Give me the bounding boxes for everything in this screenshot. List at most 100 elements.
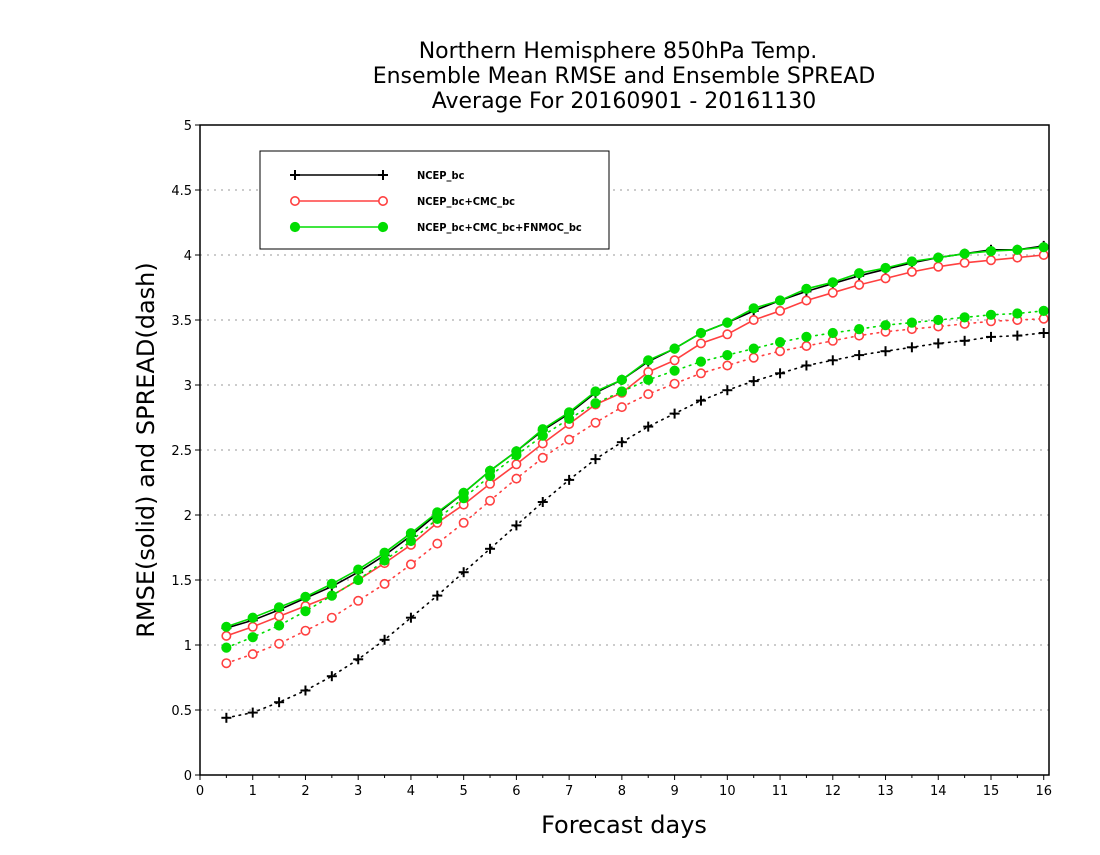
data-point xyxy=(748,343,759,354)
spread-line xyxy=(225,332,1045,719)
data-point xyxy=(695,356,707,367)
y-tick-label: 1 xyxy=(184,639,192,654)
data-point xyxy=(247,649,258,660)
data-point xyxy=(221,621,232,632)
data-point xyxy=(1012,308,1023,319)
y-tick-label: 4 xyxy=(184,249,192,264)
data-point xyxy=(326,671,337,682)
x-tick-label: 14 xyxy=(930,784,947,799)
data-point xyxy=(484,470,496,482)
chart-title-line-2: Ensemble Mean RMSE and Ensemble SPREAD xyxy=(373,64,876,89)
data-point xyxy=(511,520,522,531)
data-point xyxy=(880,262,891,274)
data-point xyxy=(300,685,311,696)
data-point xyxy=(985,246,997,257)
data-point xyxy=(353,574,364,586)
legend-label: NCEP_bc+CMC_bc+FNMOC_bc xyxy=(417,221,582,234)
data-point xyxy=(274,638,285,649)
data-point xyxy=(300,606,311,617)
data-point xyxy=(405,612,416,623)
data-point xyxy=(959,257,970,268)
data-point xyxy=(300,591,311,603)
legend-label: NCEP_bc xyxy=(417,169,465,182)
data-point xyxy=(405,559,416,570)
data-point xyxy=(880,346,891,357)
x-tick-label: 7 xyxy=(565,784,573,799)
legend: NCEP_bc NCEP_bc+CMC_bc NCEP_bc+CMC_bc+FNMO… xyxy=(259,150,610,250)
data-point xyxy=(827,327,838,339)
x-axis: 0 1 2 3 4 5 6 7 8 9 10 11 12 13 14 15 16 xyxy=(196,775,1052,799)
spread-line xyxy=(225,310,1045,649)
data-point xyxy=(643,389,654,400)
data-point xyxy=(377,221,389,233)
data-point xyxy=(695,327,707,339)
data-point xyxy=(722,385,733,396)
data-point xyxy=(827,277,838,288)
y-tick-label: 0 xyxy=(184,769,192,784)
data-point xyxy=(669,343,680,354)
data-point xyxy=(643,355,654,366)
data-point xyxy=(722,317,733,328)
data-point xyxy=(801,331,812,342)
data-point xyxy=(379,555,390,566)
y-tick-label: 1.5 xyxy=(171,574,192,589)
x-tick-label: 15 xyxy=(983,784,1000,799)
legend-box xyxy=(259,150,610,250)
x-tick-label: 11 xyxy=(772,784,789,799)
data-point xyxy=(432,590,443,601)
y-tick-label: 3.5 xyxy=(171,314,192,329)
data-point xyxy=(289,196,300,207)
y-tick-label: 2.5 xyxy=(171,444,192,459)
data-point xyxy=(880,273,891,284)
data-point xyxy=(748,303,759,314)
x-tick-label: 8 xyxy=(618,784,626,799)
data-point xyxy=(801,295,812,306)
data-point xyxy=(906,342,917,353)
x-tick-label: 13 xyxy=(877,784,894,799)
data-point xyxy=(273,620,285,631)
data-point xyxy=(326,612,337,623)
data-point xyxy=(273,602,285,613)
data-point xyxy=(854,324,865,335)
y-tick-label: 0.5 xyxy=(171,704,192,719)
y-tick-label: 2 xyxy=(184,509,192,524)
data-point xyxy=(933,252,944,263)
data-point xyxy=(616,437,627,448)
data-point xyxy=(748,352,759,363)
x-tick-label: 4 xyxy=(407,784,415,799)
data-point xyxy=(854,350,865,361)
data-point xyxy=(880,320,891,331)
data-point xyxy=(959,312,970,323)
data-point xyxy=(933,261,944,272)
data-point xyxy=(511,459,522,470)
legend-entry: NCEP_bc+CMC_bc+FNMOC_bc xyxy=(289,221,582,234)
data-point xyxy=(669,355,680,366)
rmse-line xyxy=(226,245,1044,629)
data-point xyxy=(801,283,812,294)
data-point xyxy=(669,378,680,389)
data-point xyxy=(775,368,786,379)
data-point xyxy=(537,430,548,441)
data-point xyxy=(353,595,364,606)
x-tick-label: 0 xyxy=(196,784,204,799)
series-0 xyxy=(221,240,1049,723)
y-tick-label: 4.5 xyxy=(171,184,192,199)
x-tick-label: 2 xyxy=(301,784,309,799)
data-point xyxy=(485,543,496,554)
rmse-line xyxy=(226,246,1044,628)
data-point xyxy=(511,450,522,461)
data-point xyxy=(590,398,601,409)
x-axis-title: Forecast days xyxy=(541,811,707,839)
data-point xyxy=(959,335,970,346)
data-point xyxy=(564,434,575,445)
data-point xyxy=(247,621,258,632)
series-2 xyxy=(221,242,1049,653)
data-point xyxy=(511,473,522,484)
data-point xyxy=(353,564,364,575)
data-point xyxy=(590,454,601,465)
data-point xyxy=(669,408,680,419)
y-axis-title: RMSE(solid) and SPREAD(dash) xyxy=(132,262,160,638)
data-point xyxy=(669,365,680,376)
data-point xyxy=(985,255,996,266)
